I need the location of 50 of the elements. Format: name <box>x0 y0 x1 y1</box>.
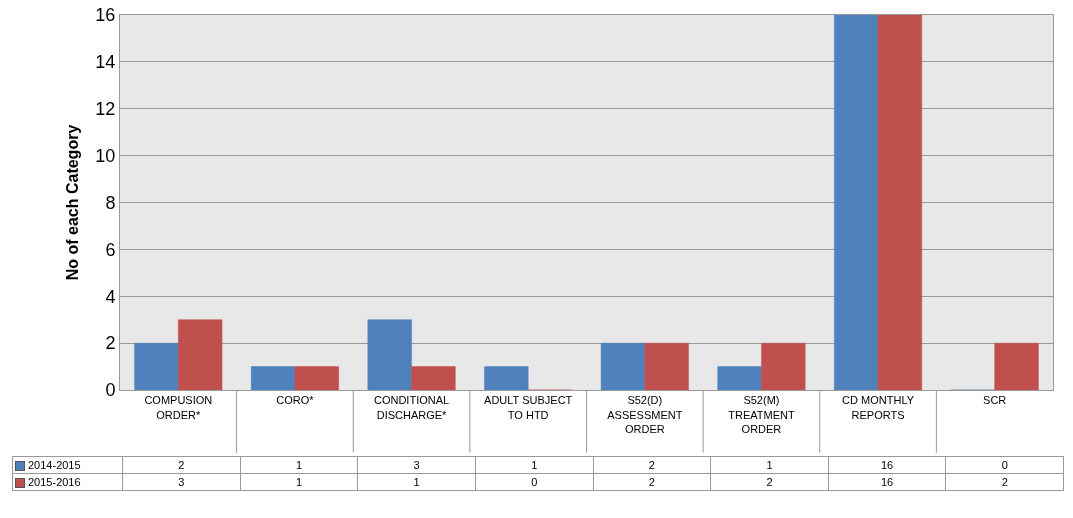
bar <box>717 366 762 390</box>
data-label: 2 <box>945 473 1064 491</box>
y-tick-label: 12 <box>95 99 116 120</box>
bar <box>411 366 456 390</box>
y-tick-label: 6 <box>105 239 116 260</box>
bar <box>484 366 529 390</box>
bar <box>294 366 339 390</box>
data-label: 1 <box>710 456 829 474</box>
x-tick-label: CD MONTHLY REPORTS <box>842 394 915 421</box>
data-label: 2 <box>593 456 711 474</box>
y-tick-label: 2 <box>105 333 116 354</box>
legend-label: 2015-2016 <box>12 473 123 491</box>
x-tick-label: COMPUSION ORDER* <box>144 394 213 421</box>
data-label: 3 <box>122 473 241 491</box>
x-tick-label: S52(D) ASSESSMENT ORDER <box>607 394 683 435</box>
data-label: 0 <box>945 456 1064 474</box>
x-tick-label: ADULT SUBJECT TO HTD <box>484 394 573 421</box>
bar <box>250 366 296 390</box>
y-tick-label: 8 <box>105 192 116 213</box>
data-label: 2 <box>122 456 241 474</box>
y-tick-label: 16 <box>95 5 116 26</box>
legend-label: 2014-2015 <box>12 456 123 474</box>
bar <box>600 342 646 390</box>
data-label: 2 <box>710 473 829 491</box>
x-tick-label: CORO* <box>276 394 315 407</box>
bar <box>834 15 879 390</box>
data-label: 16 <box>828 473 946 491</box>
bar <box>367 319 412 390</box>
data-label: 1 <box>357 473 476 491</box>
y-tick-label: 14 <box>95 52 116 73</box>
y-tick-label: 0 <box>105 380 116 401</box>
data-label: 0 <box>475 473 593 491</box>
x-tick-label: CONDITIONAL DISCHARGE* <box>373 394 450 421</box>
bar <box>877 15 923 390</box>
x-tick-label: SCR <box>983 394 1007 407</box>
data-label: 16 <box>828 456 946 474</box>
y-tick-label: 10 <box>95 145 116 166</box>
y-tick-label: 4 <box>105 286 116 307</box>
data-label: 1 <box>240 456 358 474</box>
data-label: 3 <box>357 456 476 474</box>
data-label: 1 <box>475 456 593 474</box>
bar <box>761 342 806 390</box>
y-axis-title: No of each Category <box>64 124 81 281</box>
bar <box>134 342 179 390</box>
data-label: 2 <box>593 473 711 491</box>
x-tick-label: S52(M) TREATMENT ORDER <box>728 394 795 435</box>
bar <box>178 319 223 390</box>
data-label: 1 <box>240 473 358 491</box>
bar <box>994 342 1039 390</box>
bar <box>644 342 689 390</box>
